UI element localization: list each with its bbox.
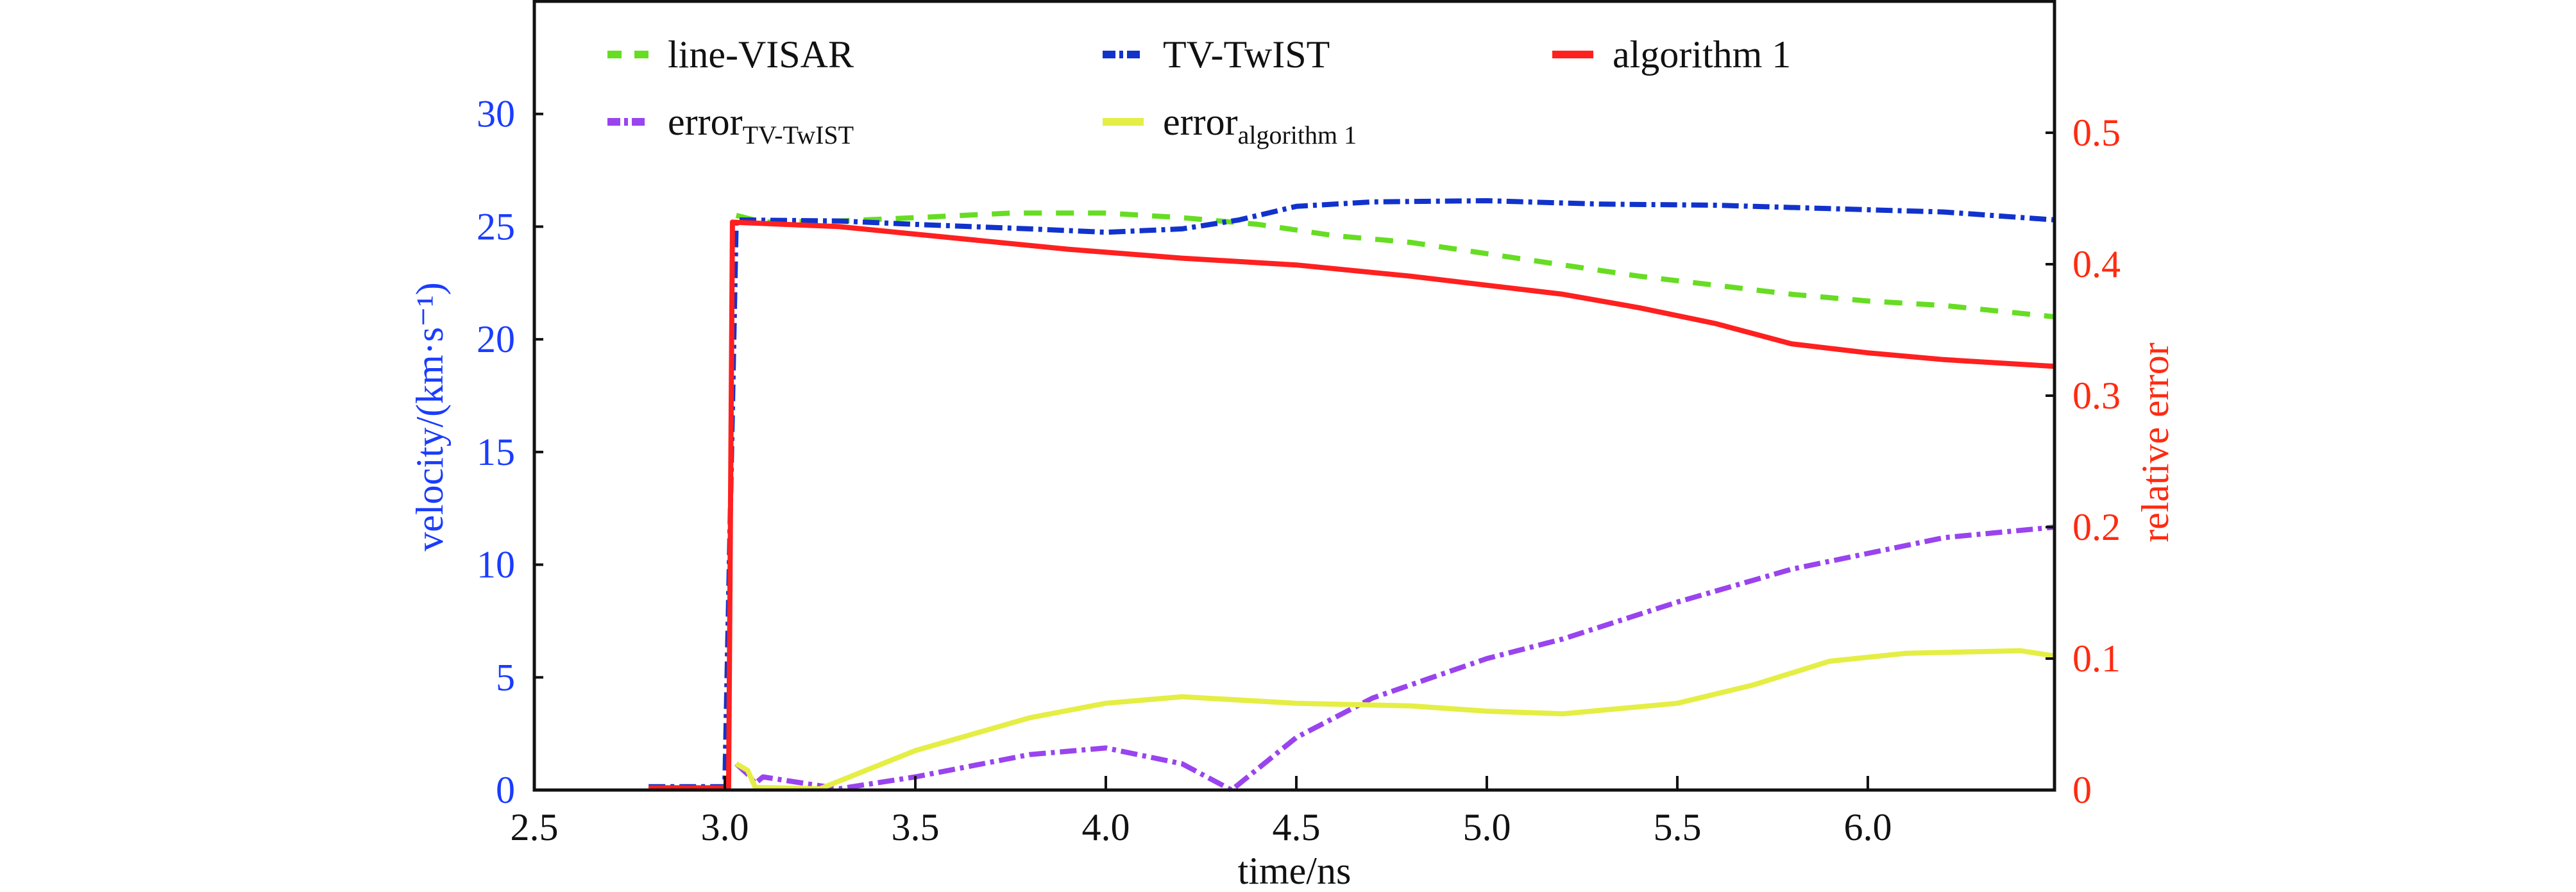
y-right-tick-label: 0	[2072, 769, 2092, 811]
legend-label: algorithm 1	[1613, 33, 1791, 76]
x-axis-label: time/ns	[1238, 850, 1352, 892]
y-left-tick-label: 15	[477, 431, 515, 473]
y-left-tick-label: 0	[496, 769, 515, 811]
series-layer	[648, 198, 2055, 793]
x-tick-label: 3.0	[700, 806, 749, 848]
y-left-tick-label: 20	[477, 318, 515, 360]
legend-label-text: error	[668, 101, 743, 143]
y-left-tick-label: 10	[477, 544, 515, 586]
y-right-tick-label: 0.1	[2072, 637, 2121, 680]
x-tick-label: 5.0	[1462, 806, 1511, 848]
y-left-tick-label: 30	[477, 93, 515, 135]
y-axis-left-label: velocity/(km·s⁻¹)	[409, 282, 451, 551]
legend-label: erroralgorithm 1	[1163, 101, 1357, 149]
x-tick-label: 5.5	[1653, 806, 1701, 848]
series-line-error-tv-twist	[734, 525, 2055, 793]
x-tick-label: 6.0	[1843, 806, 1892, 848]
y-right-tick-label: 0.3	[2072, 374, 2121, 417]
ticks-layer: 2.5 3.0 3.5 4.0 4.5 5.0 5.5 6.0 0 5 10 15 20 25 30 0 0.1…	[477, 93, 2121, 848]
y-right-tick-label: 0.4	[2072, 243, 2121, 285]
x-tick-label: 3.5	[891, 806, 939, 848]
legend-label-subscript: TV-TwIST	[743, 121, 854, 149]
y-left-tick-label: 5	[496, 656, 515, 698]
legend-label-text: error	[1163, 101, 1238, 143]
legend-label-text: TV-TwIST	[1163, 33, 1330, 76]
legend: line-VISAR TV-TwIST algorithm 1errorTV-TwI…	[607, 33, 1791, 149]
series-line-error-algorithm-1	[734, 648, 2055, 791]
y-axis-right-label: relative error	[2134, 342, 2176, 542]
x-tick-label: 4.0	[1081, 806, 1130, 848]
x-tick-label: 4.5	[1272, 806, 1320, 848]
legend-label: TV-TwIST	[1163, 33, 1330, 76]
series-line-line-visar	[735, 210, 2055, 319]
legend-label: line-VISAR	[668, 33, 854, 76]
legend-label-text: line-VISAR	[668, 33, 854, 76]
series-line-algorithm-1	[648, 219, 2055, 791]
legend-label-subscript: algorithm 1	[1238, 121, 1357, 149]
y-left-tick-label: 25	[477, 205, 515, 248]
plot-frame	[532, 0, 2056, 792]
y-right-tick-label: 0.2	[2072, 506, 2121, 548]
x-tick-label: 2.5	[511, 806, 559, 848]
y-right-tick-label: 0.5	[2072, 112, 2121, 154]
legend-label-text: algorithm 1	[1613, 33, 1791, 76]
legend-label: errorTV-TwIST	[668, 101, 854, 149]
series-line-tv-twist	[648, 198, 2055, 789]
